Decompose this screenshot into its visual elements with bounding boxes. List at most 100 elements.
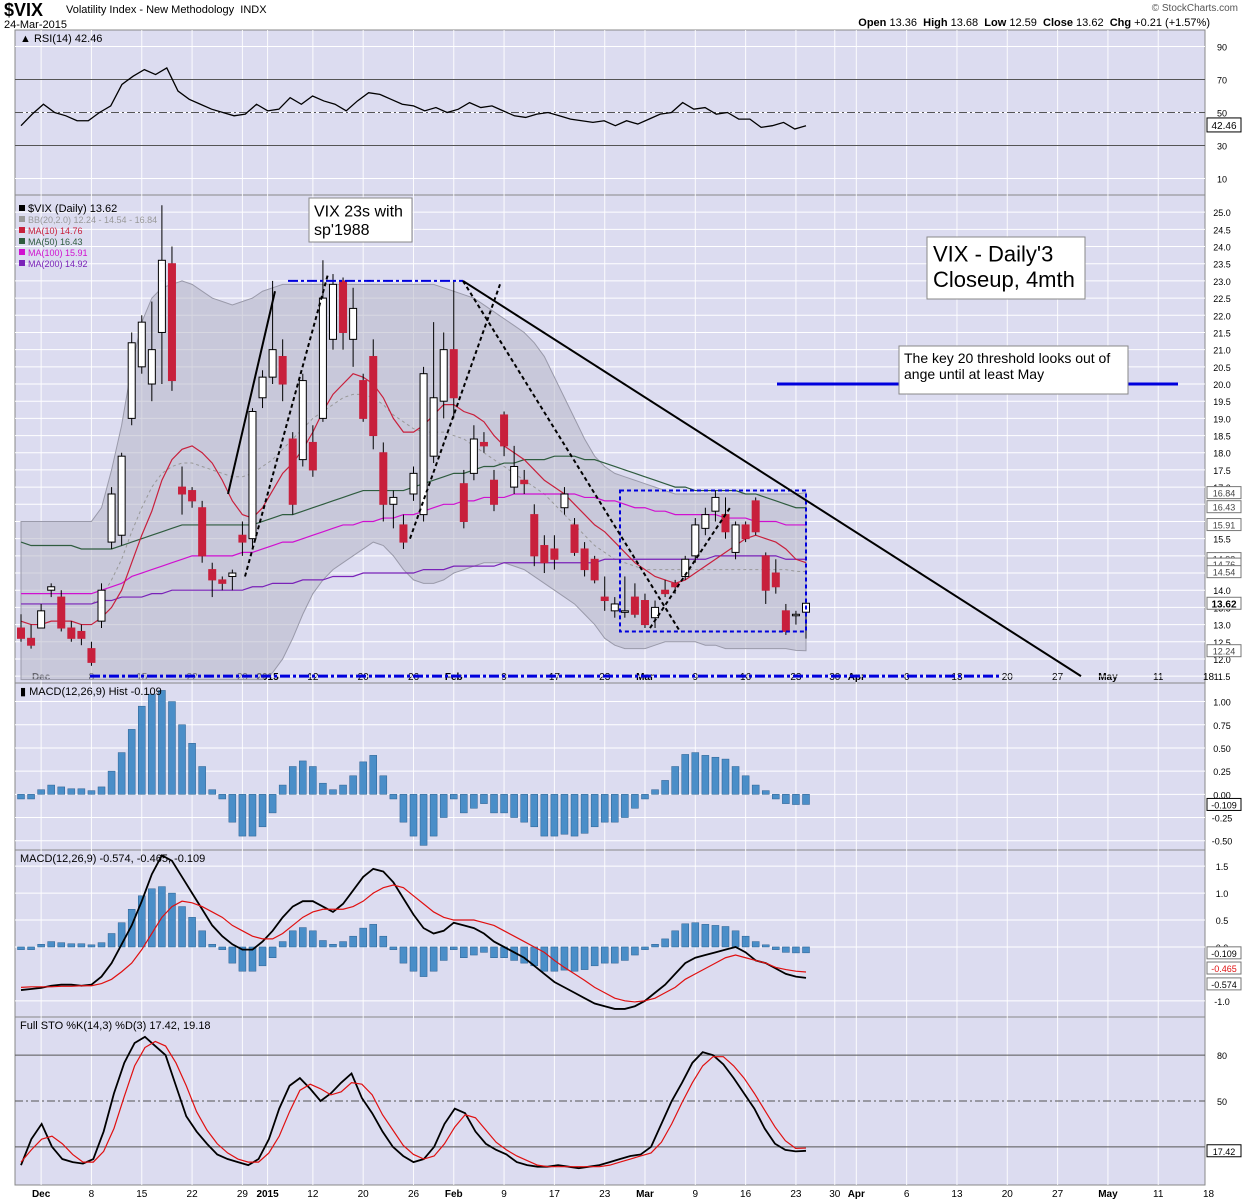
macd-hist-bar <box>802 946 810 954</box>
rsi-tick-label: 10 <box>1217 175 1227 185</box>
x-tick-label-bottom: 29 <box>237 1189 249 1200</box>
hist-bar <box>87 790 96 795</box>
macd-hist-bar <box>309 930 317 948</box>
hist-bar <box>480 794 488 804</box>
x-tick-label-bottom: Apr <box>848 1189 865 1200</box>
x-tick-label-top: 11 <box>1153 672 1164 683</box>
hist-bar <box>782 794 790 804</box>
hist-bar <box>751 784 760 795</box>
annotation-vix23-box <box>308 197 413 243</box>
macd-hist-bar <box>117 922 126 948</box>
macd-hist-bar <box>218 946 227 950</box>
sto-tick-label: 80 <box>1217 1051 1227 1061</box>
macd-hist-bar <box>57 942 66 948</box>
hist-tick-label: -0.50 <box>1212 837 1233 847</box>
candle-body <box>630 596 639 615</box>
macd-hist-bar <box>359 927 367 948</box>
candle-body <box>308 441 317 471</box>
candle-body <box>721 514 730 533</box>
macd-hist-bar <box>590 946 599 967</box>
candle-body <box>530 514 539 557</box>
hist-last-box <box>1206 797 1242 811</box>
x-tick-label-bottom: 17 <box>549 1189 561 1200</box>
hist-bar <box>490 794 498 814</box>
candle-body <box>540 545 549 564</box>
annotation-title-box <box>926 236 1086 300</box>
hist-title: ▮ MACD(12,26,9) Hist -0.109 <box>20 686 162 698</box>
x-tick-label-top: 13 <box>951 672 963 683</box>
candle-body <box>67 627 76 639</box>
candle-body <box>87 648 96 663</box>
annotation-uptrend-line <box>227 290 276 495</box>
price-tick-label: 22.5 <box>1213 294 1231 304</box>
hist-bar <box>97 786 106 795</box>
annotation-dashed-trend-3 <box>462 280 681 632</box>
candle-body <box>127 342 136 419</box>
price-right-label-box <box>1206 500 1242 514</box>
rsi-tick-label: 90 <box>1217 43 1227 53</box>
hist-bar <box>329 789 337 795</box>
candle-body <box>711 496 720 512</box>
candle-body <box>640 600 649 626</box>
sto-title: Full STO %K(14,3) %D(3) 17.42, 19.18 <box>20 1020 211 1032</box>
macd-hist-bar <box>621 946 629 961</box>
x-tick-label-bottom: May <box>1098 1189 1118 1200</box>
macd-hist-bar <box>419 946 428 977</box>
macd-hist-bar <box>288 930 297 948</box>
macd-hist-bar <box>97 942 106 948</box>
legend-swatch <box>19 227 25 233</box>
rsi-last-box <box>1206 117 1242 133</box>
macd-hist-bar <box>77 943 86 948</box>
candle-body <box>620 610 629 613</box>
sto-d-line <box>20 1040 807 1168</box>
price-tick-label: 12.5 <box>1213 638 1231 648</box>
annotation-title-line: Closeup, 4mth <box>933 267 1075 292</box>
macd-hist-bar <box>671 930 679 948</box>
hist-bar <box>299 760 307 795</box>
macd-hist-bar <box>701 924 710 948</box>
x-tick-label-top: 27 <box>1052 672 1064 683</box>
hist-bar <box>188 743 196 795</box>
candle-body <box>369 356 378 437</box>
candle-body <box>97 589 106 622</box>
macd-tick-label: 1.5 <box>1216 862 1229 872</box>
macd-hist-bar <box>198 930 206 948</box>
hist-bar <box>77 788 86 795</box>
candle-body <box>349 307 358 340</box>
candle-body <box>661 589 670 595</box>
macd-hist-bar <box>278 941 287 948</box>
hist-bar <box>138 705 146 795</box>
annotation-threshold-note-line: ange until at least May <box>904 366 1044 382</box>
macd-hist-bar <box>439 946 448 961</box>
hist-tick-label: 1.00 <box>1213 698 1231 708</box>
x-tick-label-bottom: 16 <box>740 1189 752 1200</box>
candle-body <box>439 349 448 402</box>
x-tick-label-bottom: 23 <box>790 1189 802 1200</box>
candle-body <box>318 297 327 419</box>
price-right-label-box <box>1206 518 1242 532</box>
candle-body <box>27 637 36 646</box>
price-tick-label: 21.0 <box>1213 346 1231 356</box>
hist-bar <box>450 794 458 800</box>
candle-body <box>188 490 197 502</box>
hist-bar <box>661 780 669 795</box>
annotation-downtrend-line <box>462 280 1082 677</box>
hist-bar <box>27 794 35 800</box>
macd-hist-bar <box>389 946 398 950</box>
candle-body <box>107 493 116 543</box>
x-tick-label-bottom: 8 <box>89 1189 95 1200</box>
rsi-title: ▲ RSI(14) 42.46 <box>20 33 102 45</box>
hist-bar <box>339 784 347 795</box>
hist-bar <box>268 794 277 814</box>
macd-hist-bar <box>782 946 790 953</box>
candle-body <box>248 411 257 540</box>
hist-bar <box>37 789 45 795</box>
hist-tick-label: 0.00 <box>1213 790 1231 800</box>
price-tick-label: 18.5 <box>1213 432 1231 442</box>
macd-hist-bar <box>258 946 267 967</box>
macd-hist-bar <box>208 944 216 948</box>
hist-bar <box>57 786 66 795</box>
ohlc-summary: Open 13.36 High 13.68 Low 12.59 Close 13… <box>858 17 1210 29</box>
hist-bar <box>681 754 689 795</box>
annotation-title-line: VIX - Daily'3 <box>933 242 1053 267</box>
